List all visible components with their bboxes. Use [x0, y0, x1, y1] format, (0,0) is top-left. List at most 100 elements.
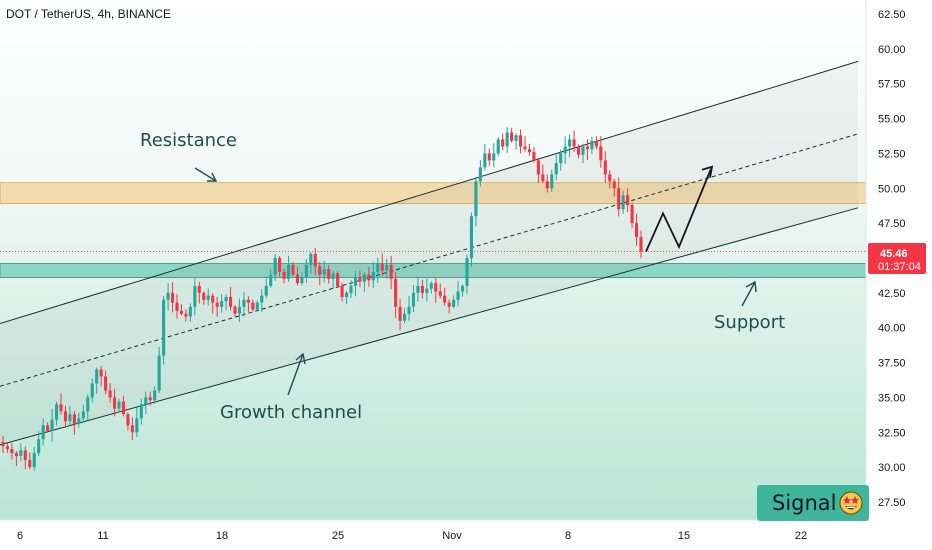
candle: [318, 261, 322, 286]
candle: [14, 451, 18, 466]
candle: [246, 296, 250, 313]
candle-body: [322, 269, 326, 275]
candle-body: [99, 369, 103, 377]
candle-body: [344, 292, 349, 298]
candle-body: [510, 132, 514, 141]
candle-body: [492, 153, 496, 161]
candle-body: [206, 295, 210, 300]
time-axis[interactable]: 6 11 18 25 Nov 8 15 22: [17, 530, 807, 542]
candle: [389, 255, 393, 290]
price-axis[interactable]: 62.5060.0057.5055.0052.5050.0047.5045.00…: [878, 9, 906, 509]
candle: [104, 370, 108, 395]
candle-body: [251, 302, 255, 310]
candle-body: [487, 153, 491, 161]
candle: [353, 270, 358, 297]
candle: [295, 267, 300, 286]
candle: [175, 293, 179, 319]
candle-body: [54, 404, 59, 420]
candle-body: [135, 418, 139, 433]
price-tick-label: 37.50: [878, 358, 906, 370]
candle: [487, 148, 491, 166]
time-tick-label: 8: [565, 530, 571, 542]
channel-fill: [0, 61, 858, 445]
candle: [68, 406, 72, 426]
candle-body: [420, 285, 424, 293]
candle: [474, 176, 478, 227]
price-tick-label: 42.50: [878, 288, 906, 300]
candle-body: [193, 285, 197, 307]
candle-body: [228, 297, 233, 307]
candle-body: [483, 153, 487, 168]
candle: [278, 255, 282, 277]
candle-body: [554, 163, 558, 175]
candle-body: [559, 153, 563, 164]
signal-badge[interactable]: Signal: [757, 485, 869, 521]
candle: [166, 283, 170, 311]
candle-body: [130, 425, 134, 433]
candle: [541, 164, 545, 183]
candle-body: [585, 146, 590, 150]
candle: [233, 305, 237, 317]
candle-body: [541, 174, 545, 182]
candle: [215, 296, 219, 317]
growth-channel-arrow: [287, 353, 304, 396]
candle-body: [367, 274, 371, 281]
annotation-layer: Resistance Support Growth channel: [140, 130, 785, 423]
time-tick-label: 11: [97, 530, 108, 542]
candle: [184, 309, 188, 322]
candle-body: [46, 425, 50, 431]
candle-body: [5, 446, 10, 450]
candle-body: [90, 383, 94, 398]
candle: [72, 411, 76, 435]
candle: [496, 137, 500, 157]
candle: [340, 282, 344, 302]
signal-badge-label: Signal: [772, 491, 837, 515]
candle-body: [505, 132, 509, 147]
candle: [269, 268, 273, 288]
candle-body: [148, 397, 152, 401]
price-tick-label: 27.50: [878, 497, 906, 509]
last-price-tag-bg: [868, 243, 926, 274]
candle: [108, 383, 112, 403]
candle: [349, 280, 353, 298]
projection-arrow-head: [701, 165, 714, 178]
candle: [599, 136, 603, 168]
candle: [179, 304, 184, 316]
candle: [121, 395, 126, 417]
channel-lower-line: [0, 207, 859, 446]
price-tick-label: 35.00: [878, 392, 906, 404]
candle: [77, 412, 81, 428]
candle: [211, 293, 215, 314]
candle: [527, 143, 532, 156]
candle: [237, 298, 242, 322]
candle: [630, 202, 634, 229]
candle-body: [572, 139, 576, 147]
candle: [41, 418, 45, 446]
candle-body: [14, 453, 18, 456]
candle-body: [237, 306, 242, 314]
candle-body: [220, 301, 224, 307]
candle-body: [474, 181, 478, 217]
candle: [590, 136, 594, 155]
candle-body: [496, 139, 500, 154]
candle-body: [269, 274, 273, 286]
candle-body: [443, 295, 447, 303]
candle-body: [460, 285, 465, 292]
last-price-tag: 45.46 01:37:04: [868, 243, 926, 274]
candle-body: [590, 140, 594, 150]
candle-body: [59, 404, 63, 412]
candle: [193, 277, 197, 316]
candle: [220, 294, 224, 313]
candle: [523, 136, 527, 152]
candle: [157, 346, 161, 394]
candle-body: [581, 146, 585, 155]
candle: [228, 286, 233, 311]
candle-body: [309, 253, 313, 265]
candle: [380, 253, 384, 276]
candle: [273, 253, 277, 281]
candle-body: [117, 401, 121, 409]
candle-body: [394, 278, 398, 307]
candle-body: [63, 411, 68, 422]
channel-layer: [0, 60, 859, 446]
